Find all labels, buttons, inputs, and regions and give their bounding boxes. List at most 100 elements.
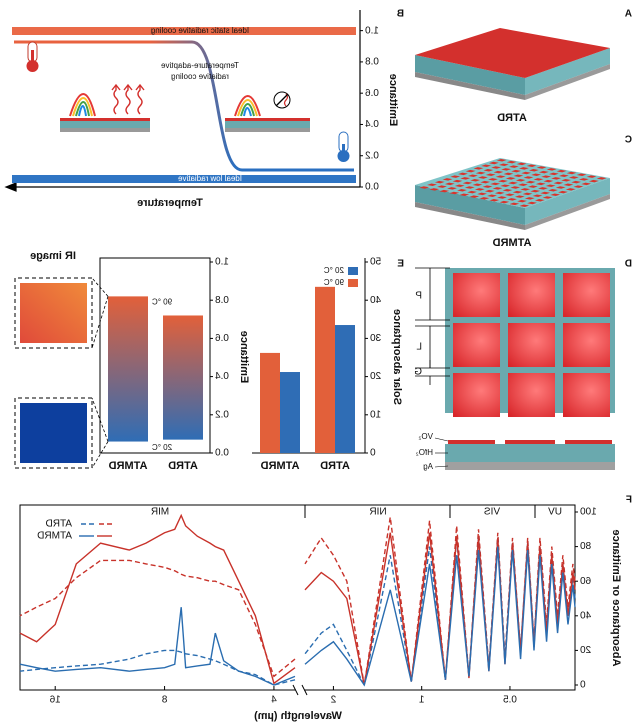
texture-square	[514, 195, 525, 198]
texture-square	[442, 178, 453, 181]
connector	[91, 397, 109, 442]
texture-square	[516, 162, 527, 166]
x-tick-label: ATRD	[168, 460, 198, 472]
band-label: Ideal static radiative cooling	[151, 26, 249, 35]
legend-swatch	[348, 279, 358, 287]
x-axis-title: Wavelength (µm)	[254, 710, 342, 722]
y-tick-label: 1.0	[365, 25, 379, 36]
spectrum-line	[304, 537, 576, 688]
y-axis-title: Solar absorptance	[391, 309, 403, 405]
panel-label: E	[397, 259, 404, 270]
texture-square	[419, 186, 430, 189]
texture-square	[498, 163, 509, 167]
texture-square	[521, 171, 531, 175]
texture-square	[491, 166, 501, 169]
legend-label: 20 °C	[324, 266, 344, 275]
panel-label: C	[625, 135, 632, 146]
texture-square	[524, 197, 535, 200]
y-axis-title: Absorptance or Emittance	[610, 530, 622, 667]
pattern-square	[563, 373, 610, 417]
y-tick-label: 40	[370, 295, 382, 306]
texture-square	[480, 180, 491, 184]
spectrum-line	[19, 513, 296, 685]
texture-square	[500, 184, 511, 187]
pattern-square	[563, 273, 610, 317]
texture-square	[508, 165, 519, 168]
texture-square	[527, 201, 537, 205]
y-tick-label: 0.8	[215, 295, 229, 306]
y-tick-label: 0.8	[365, 57, 379, 68]
texture-square	[454, 184, 465, 187]
ir-images	[14, 277, 93, 469]
texture-square	[565, 188, 576, 191]
texture-square	[477, 192, 487, 196]
texture-square	[501, 168, 511, 171]
texture-square	[581, 182, 591, 186]
band-label: Ideal low radiative	[177, 174, 242, 183]
adaptive-curve	[14, 40, 354, 172]
texture-square	[586, 175, 597, 178]
texture-square	[478, 176, 488, 179]
texture-square	[482, 185, 493, 188]
texture-square	[509, 202, 520, 206]
axis-break	[296, 686, 304, 694]
texture-square	[555, 186, 566, 189]
cold-inset	[225, 91, 310, 132]
texture-square	[534, 199, 545, 202]
texture-square	[507, 198, 517, 201]
texture-square	[540, 191, 551, 195]
texture-square	[512, 190, 523, 194]
texture-square	[470, 179, 481, 182]
range-bar	[108, 296, 148, 442]
texture-square	[568, 176, 579, 179]
texture-square	[473, 167, 484, 170]
spectrum-line	[304, 517, 576, 686]
panel-label: F	[626, 495, 632, 506]
texture-square	[573, 185, 584, 188]
texture-square	[427, 183, 437, 187]
y-tick-label: 0.2	[215, 409, 229, 420]
texture-square	[508, 181, 518, 185]
texture-square	[494, 191, 505, 195]
layer-label: Ag	[423, 462, 433, 471]
x-axis-title: Temperature	[137, 197, 203, 209]
connector	[91, 296, 109, 349]
texture-square	[532, 194, 543, 197]
texture-square	[460, 177, 471, 180]
texture-square	[576, 173, 587, 177]
cross-section	[434, 437, 615, 470]
x-tick-label: 2	[330, 695, 336, 706]
pattern-square	[453, 273, 500, 317]
curve-label: radiative cooling	[171, 72, 229, 81]
low-band	[12, 175, 356, 183]
texture-square	[531, 173, 541, 177]
x-tick-label: ATMRD	[260, 460, 299, 472]
panel-label: B	[397, 9, 404, 20]
plot-frame	[19, 504, 576, 691]
texture-square	[558, 174, 569, 177]
texture-square	[578, 178, 589, 181]
texture-square	[483, 169, 494, 172]
texture-square	[513, 174, 524, 177]
texture-square	[533, 178, 544, 181]
texture-square	[545, 184, 556, 187]
texture-square	[519, 204, 530, 207]
hot-inset	[60, 83, 150, 132]
x-tick-label: 0.5	[503, 695, 517, 706]
panel-label: D	[625, 259, 632, 270]
bar	[280, 372, 300, 453]
layer-label: VO₂	[418, 432, 433, 441]
texture-square	[450, 175, 461, 178]
texture-square	[452, 179, 463, 183]
texture-square	[457, 189, 467, 192]
pattern-square	[563, 323, 610, 367]
texture-square	[546, 168, 557, 171]
pattern-square	[453, 373, 500, 417]
texture-square	[458, 172, 468, 176]
texture-square	[489, 199, 500, 202]
pattern-square	[508, 273, 555, 317]
texture-square	[495, 175, 506, 178]
texture-square	[556, 169, 567, 173]
texture-square	[588, 179, 599, 183]
texture-square	[526, 164, 537, 167]
